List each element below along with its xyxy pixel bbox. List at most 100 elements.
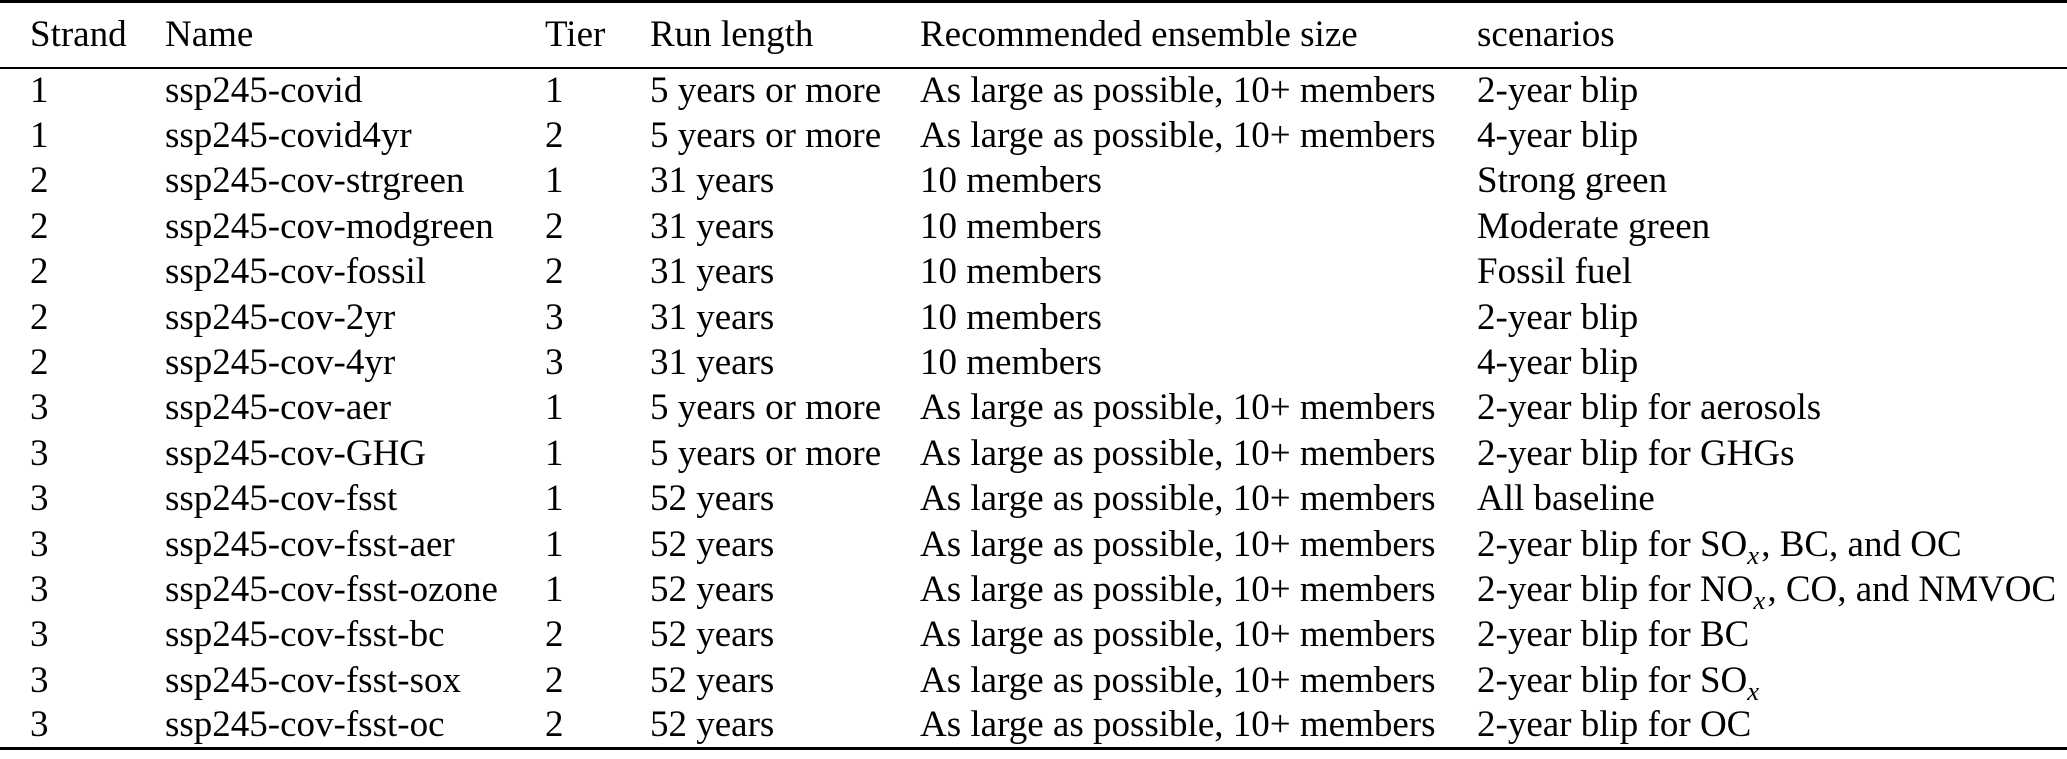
cell-scenario: 2-year blip for SOx — [1477, 658, 2067, 705]
table-row: 2 ssp245-cov-fossil 2 31 years 10 member… — [0, 249, 2067, 294]
cell-strand: 3 — [30, 387, 49, 429]
cell-name: ssp245-cov-modgreen — [165, 205, 494, 247]
table-row: 3 ssp245-cov-fsst-oc 2 52 years As large… — [0, 703, 2067, 748]
header-row: Strand Name Tier Run length Recommended … — [0, 1, 2067, 69]
cell-scenario: Fossil fuel — [1477, 251, 1633, 293]
table-header: Strand Name Tier Run length Recommended … — [0, 1, 2067, 69]
cell-scenario: 2-year blip for SOx, BC, and OC — [1477, 523, 1962, 570]
table-row: 3 ssp245-cov-aer 1 5 years or more As la… — [0, 385, 2067, 430]
cell-scenario: 4-year blip — [1477, 115, 1639, 157]
table-row: 3 ssp245-cov-fsst-aer 1 52 years As larg… — [0, 521, 2067, 570]
cell-tier: 2 — [545, 251, 564, 293]
cell-tier: 1 — [545, 387, 564, 429]
cell-ensemble: As large as possible, 10+ members — [920, 659, 1436, 701]
cell-tier: 2 — [545, 659, 564, 701]
table-row: 2 ssp245-cov-strgreen 1 31 years 10 memb… — [0, 158, 2067, 203]
cell-ensemble: 10 members — [920, 296, 1102, 338]
table-row: 2 ssp245-cov-2yr 3 31 years 10 members 2… — [0, 294, 2067, 339]
table-row: 1 ssp245-covid4yr 2 5 years or more As l… — [0, 113, 2067, 158]
cell-scenario: 2-year blip — [1477, 70, 1639, 112]
cell-tier: 2 — [545, 115, 564, 157]
cell-name: ssp245-cov-2yr — [165, 296, 396, 338]
cell-ensemble: As large as possible, 10+ members — [920, 523, 1436, 565]
cell-ensemble: As large as possible, 10+ members — [920, 432, 1436, 474]
cell-scenario: 2-year blip — [1477, 296, 1639, 338]
cell-name: ssp245-cov-fsst-oc — [165, 704, 445, 746]
subscript-text: x — [1747, 539, 1760, 570]
cell-strand: 2 — [30, 296, 49, 338]
column-header-runlength: Run length — [650, 1, 920, 69]
table-row: 3 ssp245-cov-GHG 1 5 years or more As la… — [0, 431, 2067, 476]
cell-strand: 3 — [30, 478, 49, 520]
cell-ensemble: As large as possible, 10+ members — [920, 478, 1436, 520]
cell-name: ssp245-cov-fsst-aer — [165, 523, 455, 565]
cell-ensemble: As large as possible, 10+ members — [920, 704, 1436, 746]
cell-scenario: All baseline — [1477, 478, 1655, 520]
cell-strand: 2 — [30, 342, 49, 384]
column-header-ensemble: Recommended ensemble size — [920, 1, 1477, 69]
cell-runlength: 52 years — [650, 659, 775, 701]
cell-runlength: 31 years — [650, 160, 775, 202]
column-header-scenarios: scenarios — [1477, 1, 2067, 69]
cell-tier: 3 — [545, 296, 564, 338]
cell-scenario: 2-year blip for GHGs — [1477, 432, 1795, 474]
cell-scenario: 4-year blip — [1477, 342, 1639, 384]
cell-name: ssp245-covid4yr — [165, 115, 412, 157]
cell-tier: 2 — [545, 205, 564, 247]
cell-name: ssp245-cov-fsst — [165, 478, 398, 520]
cell-strand: 3 — [30, 568, 49, 610]
cell-strand: 3 — [30, 659, 49, 701]
cell-scenario: 2-year blip for BC — [1477, 614, 1750, 656]
cell-runlength: 31 years — [650, 205, 775, 247]
cell-strand: 3 — [30, 704, 49, 746]
cell-ensemble: 10 members — [920, 342, 1102, 384]
cell-ensemble: 10 members — [920, 251, 1102, 293]
cell-tier: 1 — [545, 478, 564, 520]
cell-strand: 2 — [30, 160, 49, 202]
table-row: 3 ssp245-cov-fsst-sox 2 52 years As larg… — [0, 658, 2067, 705]
cell-runlength: 52 years — [650, 568, 775, 610]
cell-runlength: 52 years — [650, 614, 775, 656]
cell-runlength: 31 years — [650, 251, 775, 293]
cell-tier: 3 — [545, 342, 564, 384]
cell-ensemble: As large as possible, 10+ members — [920, 614, 1436, 656]
cell-scenario: Moderate green — [1477, 205, 1711, 247]
cell-tier: 1 — [545, 568, 564, 610]
cell-runlength: 52 years — [650, 523, 775, 565]
cell-runlength: 52 years — [650, 478, 775, 520]
cell-name: ssp245-cov-fossil — [165, 251, 427, 293]
cell-name: ssp245-cov-aer — [165, 387, 392, 429]
table-row: 1 ssp245-covid 1 5 years or more As larg… — [0, 68, 2067, 113]
cell-strand: 1 — [30, 70, 49, 112]
table-row: 2 ssp245-cov-modgreen 2 31 years 10 memb… — [0, 204, 2067, 249]
cell-name: ssp245-cov-4yr — [165, 342, 396, 384]
table-row: 3 ssp245-cov-fsst-ozone 1 52 years As la… — [0, 567, 2067, 614]
cell-name: ssp245-cov-strgreen — [165, 160, 465, 202]
cell-runlength: 31 years — [650, 296, 775, 338]
cell-runlength: 52 years — [650, 704, 775, 746]
table-row: 3 ssp245-cov-fsst 1 52 years As large as… — [0, 476, 2067, 521]
cell-strand: 1 — [30, 115, 49, 157]
cell-runlength: 31 years — [650, 342, 775, 384]
cell-scenario: 2-year blip for OC — [1477, 704, 1752, 746]
cell-strand: 3 — [30, 523, 49, 565]
cell-runlength: 5 years or more — [650, 387, 882, 429]
cell-runlength: 5 years or more — [650, 115, 882, 157]
cell-strand: 3 — [30, 432, 49, 474]
cell-tier: 1 — [545, 523, 564, 565]
cell-tier: 1 — [545, 432, 564, 474]
cell-ensemble: As large as possible, 10+ members — [920, 70, 1436, 112]
cell-strand: 2 — [30, 251, 49, 293]
cell-runlength: 5 years or more — [650, 70, 882, 112]
table-body: 1 ssp245-covid 1 5 years or more As larg… — [0, 68, 2067, 749]
cell-strand: 2 — [30, 205, 49, 247]
cell-tier: 1 — [545, 70, 564, 112]
column-header-strand: Strand — [0, 1, 165, 69]
cell-name: ssp245-cov-fsst-bc — [165, 614, 445, 656]
cell-runlength: 5 years or more — [650, 432, 882, 474]
cell-strand: 3 — [30, 614, 49, 656]
cell-name: ssp245-cov-fsst-ozone — [165, 568, 498, 610]
table-row: 2 ssp245-cov-4yr 3 31 years 10 members 4… — [0, 340, 2067, 385]
column-header-tier: Tier — [545, 1, 650, 69]
